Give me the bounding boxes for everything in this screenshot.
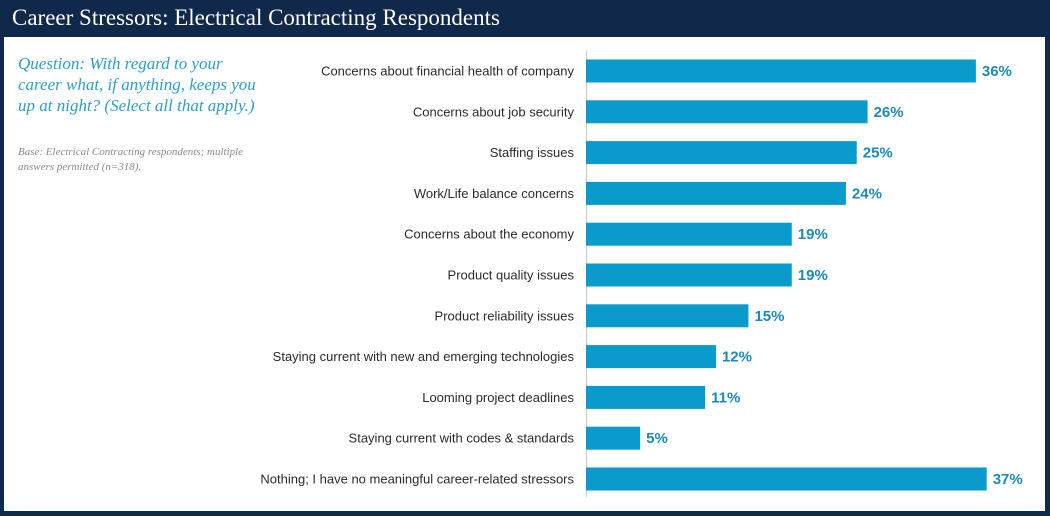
category-label: Concerns about financial health of compa… [321, 64, 574, 79]
value-label: 26% [874, 104, 904, 121]
value-label: 24% [852, 185, 882, 202]
question-text: Question: With regard to your career wha… [18, 54, 256, 115]
bar [586, 385, 706, 409]
chart-title: Career Stressors: Electrical Contracting… [12, 5, 500, 30]
category-label: Concerns about job security [413, 104, 575, 119]
value-label: 5% [646, 430, 668, 447]
bar [586, 181, 846, 205]
value-label: 15% [754, 308, 784, 325]
category-label: Nothing; I have no meaningful career-rel… [260, 472, 574, 487]
category-label: Product quality issues [448, 268, 575, 283]
value-label: 25% [863, 145, 893, 162]
title-bar: Career Stressors: Electrical Contracting… [0, 0, 1050, 37]
value-label: 36% [982, 63, 1012, 80]
bar [586, 100, 868, 124]
bar [586, 222, 792, 246]
category-label: Work/Life balance concerns [414, 186, 575, 201]
category-label: Product reliability issues [435, 308, 575, 323]
bar [586, 467, 987, 491]
bar [586, 59, 976, 83]
value-label: 37% [993, 471, 1023, 488]
value-label: 19% [798, 267, 828, 284]
bar [586, 345, 716, 369]
bar-chart: Concerns about financial health of compa… [260, 59, 1023, 491]
category-label: Staying current with codes & standards [349, 431, 575, 446]
bar [586, 304, 749, 328]
chart-panel: Question: With regard to your career wha… [4, 37, 1045, 511]
bar [586, 426, 641, 450]
category-label: Looming project deadlines [422, 390, 574, 405]
bar [586, 141, 857, 165]
bar [586, 263, 792, 287]
category-label: Concerns about the economy [404, 227, 574, 242]
base-note: Base: Electrical Contracting respondents… [18, 146, 244, 173]
value-label: 19% [798, 226, 828, 243]
category-label: Staffing issues [490, 145, 575, 160]
value-label: 11% [711, 389, 740, 406]
category-label: Staying current with new and emerging te… [273, 349, 575, 364]
value-label: 12% [722, 349, 752, 366]
